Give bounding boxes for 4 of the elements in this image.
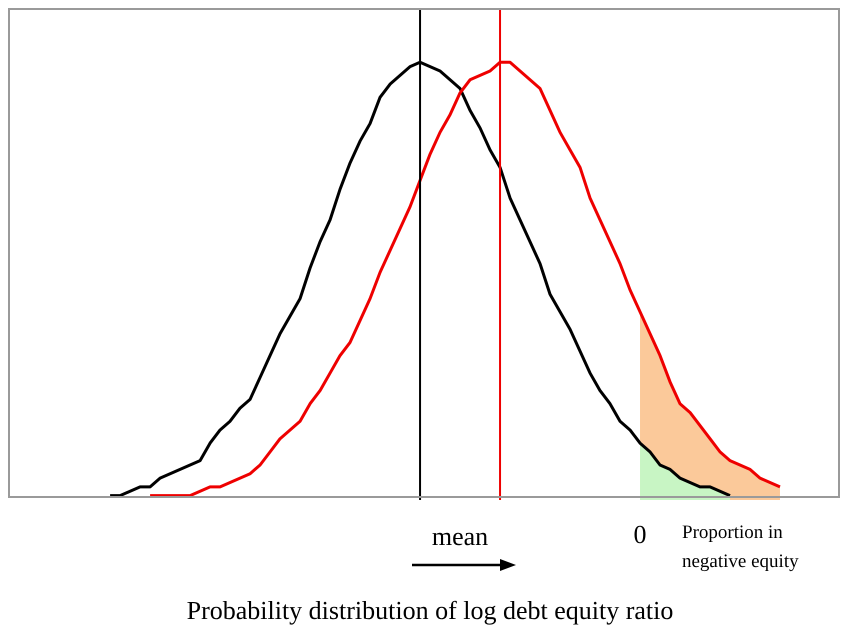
x-axis-title: Probability distribution of log debt equity ratio — [186, 596, 674, 626]
text: Proportion in negative equity — [682, 521, 800, 574]
text: 0 — [632, 520, 648, 550]
text: mean — [430, 522, 490, 552]
